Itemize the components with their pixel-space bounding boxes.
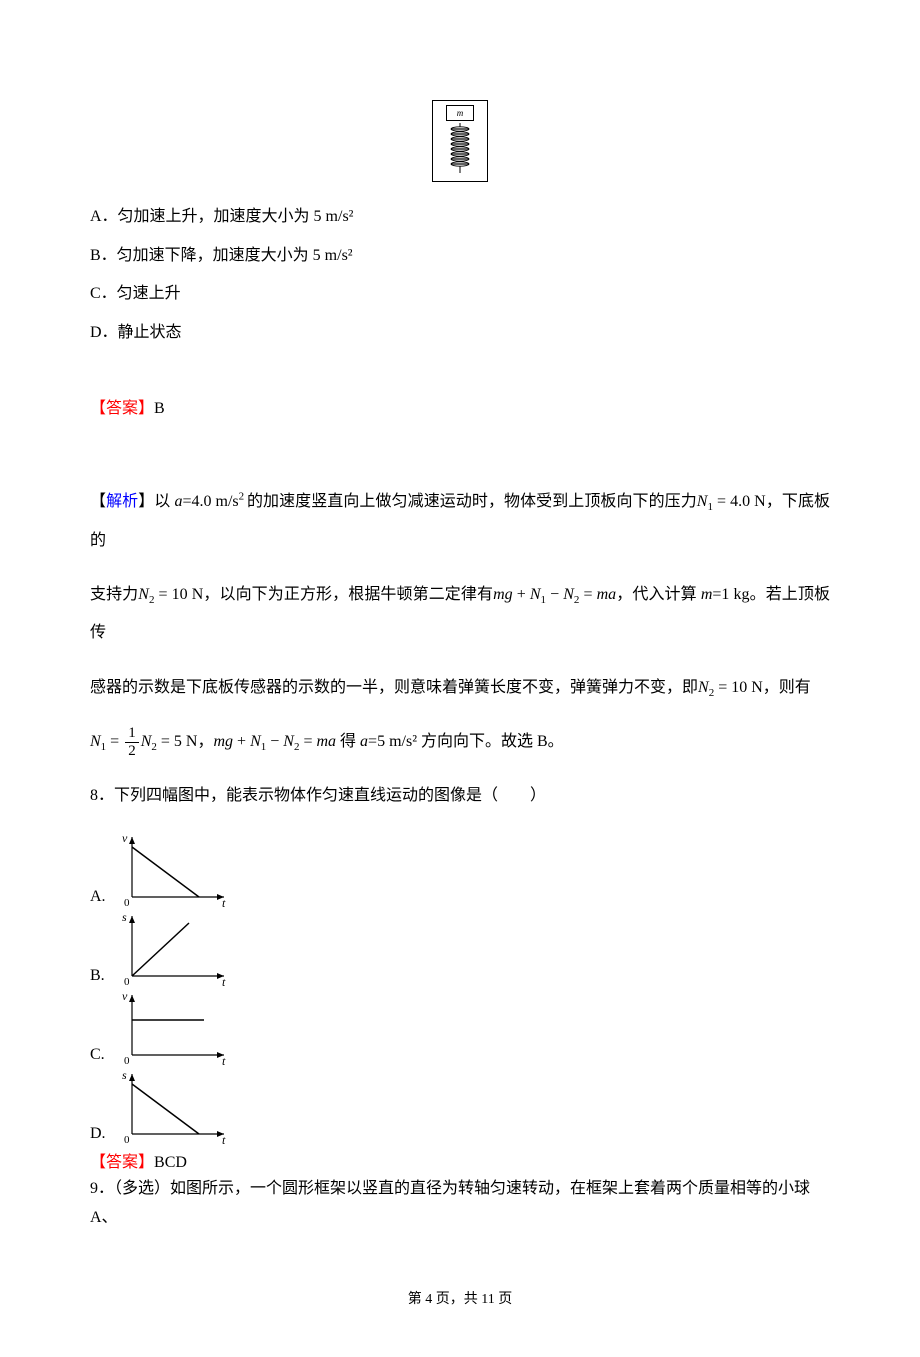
- svg-text:s: s: [122, 911, 127, 924]
- answer-value: B: [154, 400, 165, 417]
- graph-a-icon: v t 0: [114, 832, 234, 907]
- svg-text:0: 0: [124, 1134, 130, 1144]
- analysis-text-2b: ，以向下为正方形，根据牛顿第二定律有: [203, 586, 493, 603]
- analysis-para-2: 支持力N2 = 10 N，以向下为正方形，根据牛顿第二定律有mg + N1 − …: [90, 576, 830, 653]
- svg-text:t: t: [222, 975, 226, 986]
- analysis-text-1b: =4.0 m/s: [182, 493, 238, 510]
- graph-c-icon: v t 0: [114, 990, 234, 1065]
- analysis-text-3a: 感器的示数是下底板传感器的示数的一半，则意味着弹簧长度不变，弹簧弹力不变，即: [90, 679, 698, 696]
- option-a: A．匀加速上升，加速度大小为 5 m/s²: [90, 198, 830, 236]
- eq-newton2: mg + N1 − N2 = ma: [213, 733, 336, 750]
- svg-text:v: v: [122, 990, 128, 1003]
- q9-text: （多选）如图所示，一个圆形框架以竖直的直径为转轴匀速转动，在框架上套着两个质量相…: [90, 1180, 810, 1226]
- graph-option-b: B. s t 0: [90, 911, 830, 990]
- graph-option-c: C. v t 0: [90, 990, 830, 1069]
- question-9: 9．（多选）如图所示，一个圆形框架以竖直的直径为转轴匀速转动，在框架上套着两个质…: [90, 1175, 830, 1233]
- footer-prefix: 第: [408, 1292, 426, 1307]
- option-d: D．静止状态: [90, 314, 830, 352]
- analysis-text-2c: ，代入计算: [616, 586, 701, 603]
- var-m: m: [701, 586, 713, 603]
- analysis-label: 【解析】: [90, 493, 154, 510]
- graph-c-letter: C.: [90, 1047, 114, 1065]
- svg-text:t: t: [222, 1133, 226, 1144]
- analysis-text-4c: =5 m/s² 方向向下。故选 B。: [368, 733, 564, 750]
- graph-d-icon: s t 0: [114, 1069, 234, 1144]
- svg-text:0: 0: [124, 1055, 130, 1065]
- svg-text:t: t: [222, 1054, 226, 1065]
- page-footer: 第 4 页，共 11 页: [90, 1283, 830, 1317]
- graph-b-icon: s t 0: [114, 911, 234, 986]
- svg-text:v: v: [122, 832, 128, 845]
- answer8-label: 【答案】: [90, 1154, 154, 1171]
- q8-number: 8．: [90, 787, 114, 804]
- answer-label: 【答案】: [90, 400, 154, 417]
- answer-8: 【答案】BCD: [90, 1150, 830, 1176]
- option-c: C．匀速上升: [90, 275, 830, 313]
- svg-text:t: t: [222, 896, 226, 907]
- question-8: 8．下列四幅图中，能表示物体作匀速直线运动的图像是（ ）: [90, 777, 830, 815]
- graph-d-letter: D.: [90, 1126, 114, 1144]
- eq-half: N1 = 12N2 = 5 N: [90, 733, 197, 750]
- eq-n2b: N2 = 10 N: [698, 679, 763, 696]
- eq-newton: mg + N1 − N2 = ma: [493, 586, 616, 603]
- analysis-para-1: 【解析】以 a=4.0 m/s2 的加速度竖直向上做匀减速运动时，物体受到上顶板…: [90, 483, 830, 560]
- analysis-para-4: N1 = 12N2 = 5 N，mg + N1 − N2 = ma 得 a=5 …: [90, 723, 830, 761]
- spring-figure: m: [90, 100, 830, 188]
- graph-option-d: D. s t 0: [90, 1069, 830, 1148]
- graph-a-letter: A.: [90, 889, 114, 907]
- spring-box: m: [432, 100, 488, 182]
- svg-text:0: 0: [124, 897, 130, 907]
- eq-n1: N1 = 4.0 N: [697, 493, 766, 510]
- mass-block: m: [446, 105, 474, 121]
- svg-text:s: s: [122, 1069, 127, 1082]
- spring-icon: [445, 123, 475, 173]
- footer-page: 4: [425, 1292, 432, 1307]
- analysis-text-1a: 以: [154, 493, 174, 510]
- footer-suffix: 页: [495, 1292, 513, 1307]
- analysis-text-2a: 支持力: [90, 586, 138, 603]
- option-b: B．匀加速下降，加速度大小为 5 m/s²: [90, 237, 830, 275]
- answer-7: 【答案】B: [90, 390, 830, 428]
- sq: 2: [239, 491, 247, 503]
- analysis-para-3: 感器的示数是下底板传感器的示数的一半，则意味着弹簧长度不变，弹簧弹力不变，即N2…: [90, 669, 830, 707]
- footer-mid: 页，共: [432, 1292, 481, 1307]
- graph-b-letter: B.: [90, 968, 114, 986]
- svg-text:0: 0: [124, 976, 130, 986]
- analysis-text-3b: ，则有: [763, 679, 811, 696]
- answer8-value: BCD: [154, 1154, 187, 1171]
- graph-option-a: A. v t 0: [90, 832, 830, 911]
- analysis-text-1c: 的加速度竖直向上做匀减速运动时，物体受到上顶板向下的压力: [247, 493, 697, 510]
- analysis-text-4a: ，: [197, 733, 213, 750]
- footer-total: 11: [481, 1292, 494, 1307]
- q8-text: 下列四幅图中，能表示物体作匀速直线运动的图像是（ ）: [114, 787, 546, 804]
- var-a2: a: [360, 733, 368, 750]
- q9-number: 9．: [90, 1180, 114, 1197]
- analysis-text-4b: 得: [336, 733, 360, 750]
- page-content: m A．匀加速上升，加速度大小为 5 m/s² B．匀加速下降，加速度大小为 5…: [0, 0, 920, 1357]
- eq-n2: N2 = 10 N: [138, 586, 203, 603]
